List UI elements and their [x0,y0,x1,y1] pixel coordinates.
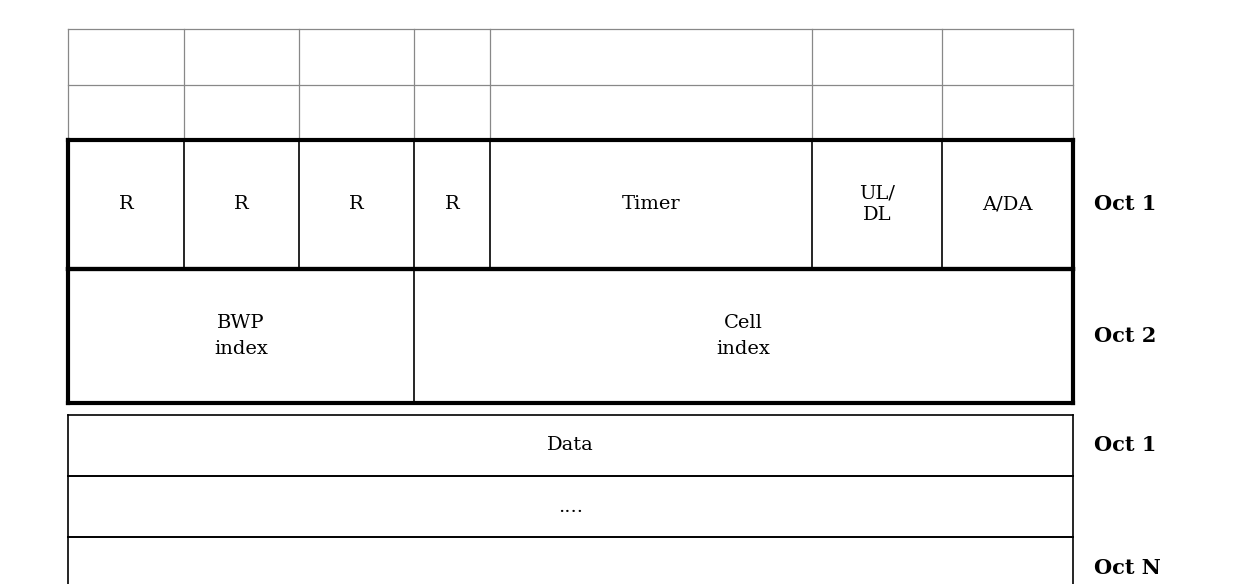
Text: Data: Data [547,436,594,454]
Text: Cell
index: Cell index [717,314,770,358]
Text: UL/
DL: UL/ DL [859,185,895,224]
Text: R: R [234,196,248,213]
Text: BWP
index: BWP index [215,314,268,358]
Text: Oct 1: Oct 1 [1094,194,1156,214]
Text: ....: .... [558,498,583,516]
Text: R: R [350,196,363,213]
Text: Oct N: Oct N [1094,558,1161,578]
Text: A/DA: A/DA [982,196,1033,213]
Text: Oct 1: Oct 1 [1094,435,1156,456]
Text: Oct 2: Oct 2 [1094,326,1156,346]
Text: Timer: Timer [621,196,681,213]
Text: R: R [119,196,133,213]
Text: R: R [445,196,459,213]
